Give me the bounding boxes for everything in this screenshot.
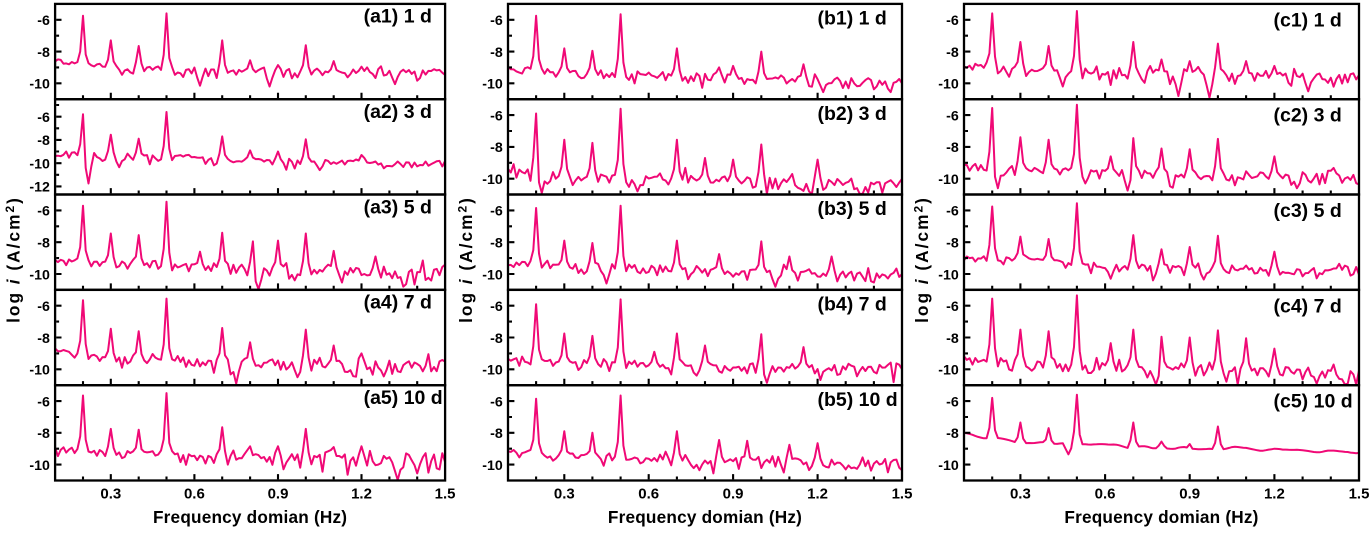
svg-text:0.9: 0.9	[723, 486, 744, 503]
svg-text:-8: -8	[946, 45, 959, 61]
svg-text:-6: -6	[37, 299, 50, 315]
svg-text:-10: -10	[938, 267, 959, 283]
svg-text:1.5: 1.5	[435, 486, 456, 503]
svg-text:Frequency domian (Hz): Frequency domian (Hz)	[153, 507, 347, 527]
svg-text:-6: -6	[37, 13, 50, 29]
svg-text:log i (A/cm2): log i (A/cm2)	[912, 196, 933, 323]
svg-text:-10: -10	[29, 363, 50, 379]
svg-text:0.3: 0.3	[1010, 486, 1031, 503]
svg-text:-8: -8	[946, 331, 959, 347]
svg-text:-6: -6	[490, 299, 503, 315]
svg-text:Frequency domian (Hz): Frequency domian (Hz)	[1064, 507, 1258, 527]
svg-text:(b2) 3 d: (b2) 3 d	[818, 103, 887, 125]
svg-text:-8: -8	[490, 426, 503, 442]
svg-text:(a3) 5 d: (a3) 5 d	[364, 196, 432, 218]
svg-text:-8: -8	[37, 133, 50, 149]
svg-text:(a2) 3 d: (a2) 3 d	[364, 101, 432, 123]
svg-text:log i (A/cm2): log i (A/cm2)	[3, 196, 24, 323]
svg-text:1.2: 1.2	[807, 486, 828, 503]
svg-text:(c2) 3 d: (c2) 3 d	[1274, 105, 1342, 127]
svg-text:-10: -10	[482, 458, 503, 474]
svg-text:-8: -8	[946, 140, 959, 156]
svg-text:(c3) 5 d: (c3) 5 d	[1274, 200, 1342, 222]
svg-text:-8: -8	[490, 45, 503, 61]
svg-text:-10: -10	[29, 267, 50, 283]
svg-text:-10: -10	[29, 458, 50, 474]
svg-text:-6: -6	[946, 108, 959, 124]
svg-text:(b4) 7 d: (b4) 7 d	[818, 294, 887, 316]
svg-text:-6: -6	[490, 13, 503, 29]
svg-text:-6: -6	[37, 204, 50, 220]
svg-text:-10: -10	[29, 77, 50, 93]
svg-text:log i (A/cm2): log i (A/cm2)	[456, 196, 477, 323]
svg-text:-10: -10	[482, 267, 503, 283]
svg-text:-8: -8	[490, 236, 503, 252]
svg-text:(a1) 1 d: (a1) 1 d	[364, 6, 432, 28]
svg-text:-6: -6	[37, 394, 50, 410]
svg-text:(b1) 1 d: (b1) 1 d	[818, 8, 887, 30]
svg-text:-6: -6	[946, 299, 959, 315]
svg-text:-8: -8	[946, 236, 959, 252]
svg-text:-8: -8	[490, 140, 503, 156]
svg-text:-10: -10	[482, 172, 503, 188]
svg-text:1.2: 1.2	[1264, 486, 1285, 503]
svg-text:Frequency domian (Hz): Frequency domian (Hz)	[608, 507, 802, 527]
svg-text:-6: -6	[946, 13, 959, 29]
svg-text:(c1) 1 d: (c1) 1 d	[1274, 9, 1342, 31]
svg-text:-8: -8	[490, 331, 503, 347]
svg-text:(c4) 7 d: (c4) 7 d	[1274, 295, 1342, 317]
svg-text:-10: -10	[938, 172, 959, 188]
svg-text:(a5) 10 d: (a5) 10 d	[364, 387, 443, 409]
svg-text:-12: -12	[29, 180, 50, 196]
svg-text:-6: -6	[37, 110, 50, 126]
svg-text:-10: -10	[482, 363, 503, 379]
svg-text:0.6: 0.6	[184, 486, 205, 503]
svg-text:-6: -6	[946, 394, 959, 410]
svg-text:-10: -10	[482, 77, 503, 93]
svg-text:-8: -8	[37, 236, 50, 252]
svg-text:0.3: 0.3	[100, 486, 121, 503]
svg-text:-6: -6	[490, 394, 503, 410]
svg-text:-10: -10	[29, 157, 50, 173]
svg-text:-8: -8	[37, 426, 50, 442]
svg-text:-6: -6	[490, 108, 503, 124]
svg-text:(b3) 5 d: (b3) 5 d	[818, 198, 887, 220]
svg-text:0.9: 0.9	[1179, 486, 1200, 503]
svg-text:-6: -6	[490, 204, 503, 220]
svg-text:-10: -10	[938, 77, 959, 93]
svg-text:-8: -8	[37, 45, 50, 61]
svg-text:-6: -6	[946, 204, 959, 220]
svg-text:(c5) 10 d: (c5) 10 d	[1274, 391, 1353, 413]
svg-text:-10: -10	[938, 363, 959, 379]
svg-text:1.5: 1.5	[892, 486, 913, 503]
svg-text:1.2: 1.2	[351, 486, 372, 503]
svg-text:-8: -8	[37, 331, 50, 347]
svg-text:(a4) 7 d: (a4) 7 d	[364, 292, 432, 314]
svg-text:-8: -8	[946, 426, 959, 442]
svg-text:1.5: 1.5	[1349, 486, 1370, 503]
svg-text:0.3: 0.3	[554, 486, 575, 503]
svg-text:0.6: 0.6	[1095, 486, 1116, 503]
svg-text:0.9: 0.9	[268, 486, 289, 503]
svg-text:(b5) 10 d: (b5) 10 d	[818, 389, 898, 411]
svg-text:-10: -10	[938, 458, 959, 474]
svg-text:0.6: 0.6	[638, 486, 659, 503]
